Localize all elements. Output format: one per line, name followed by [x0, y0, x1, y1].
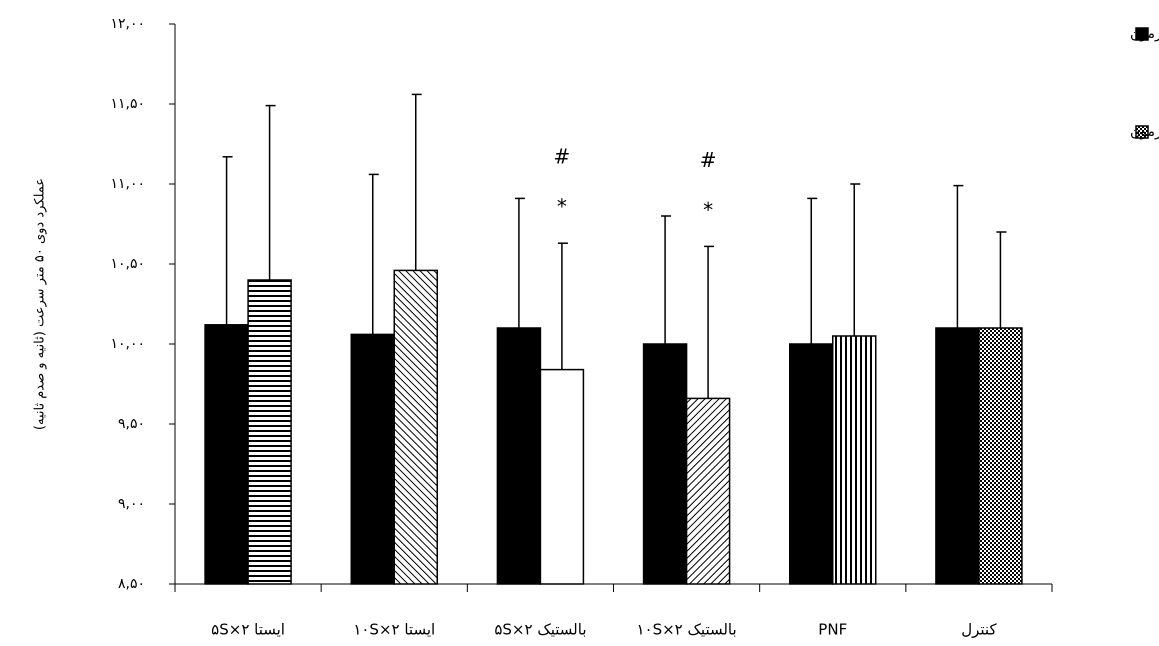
y-tick-label: ۱۲,۰۰ — [110, 16, 145, 32]
bar — [936, 328, 979, 584]
y-tick-label: ۸,۵۰ — [118, 576, 145, 592]
y-tick-label: ۹,۵۰ — [118, 416, 145, 432]
x-tick-label: PNF — [818, 621, 847, 639]
annotation: * — [703, 198, 713, 222]
chart: عملکرد دوی ۵۰ متر سرعت (ثانیه و صدم ثانی… — [0, 0, 1159, 646]
annotation: * — [557, 195, 567, 219]
x-tick-label: بالستیک ۲×۱۰S — [636, 621, 736, 639]
y-tick-label: ۱۰,۰۰ — [110, 336, 145, 352]
bar — [687, 398, 730, 584]
bar — [540, 370, 583, 584]
y-tick-label: ۹,۰۰ — [118, 496, 145, 512]
bar — [248, 280, 291, 584]
annotation: # — [554, 145, 571, 169]
legend-label: پس آزمون — [1130, 123, 1159, 140]
y-tick-label: ۱۱,۵۰ — [110, 96, 145, 112]
bar — [644, 344, 687, 584]
bar — [351, 334, 394, 584]
bar — [497, 328, 540, 584]
x-tick-label: ایستا ۲×۵S — [211, 621, 285, 639]
bar — [790, 344, 833, 584]
legend-label: پیش آزمون — [1130, 25, 1159, 42]
bar — [833, 336, 876, 584]
bar — [205, 325, 248, 584]
x-tick-label: کنترل — [961, 621, 997, 639]
y-axis-label: عملکرد دوی ۵۰ متر سرعت (ثانیه و صدم ثانی… — [33, 178, 48, 430]
annotation: # — [700, 148, 717, 172]
y-tick-label: ۱۱,۰۰ — [110, 176, 145, 192]
x-tick-label: بالستیک ۲×۵S — [494, 621, 586, 639]
bar — [394, 270, 437, 584]
bar — [979, 328, 1022, 584]
y-tick-label: ۱۰,۵۰ — [110, 256, 145, 272]
x-tick-label: ایستا ۲×۱۰S — [353, 621, 435, 639]
